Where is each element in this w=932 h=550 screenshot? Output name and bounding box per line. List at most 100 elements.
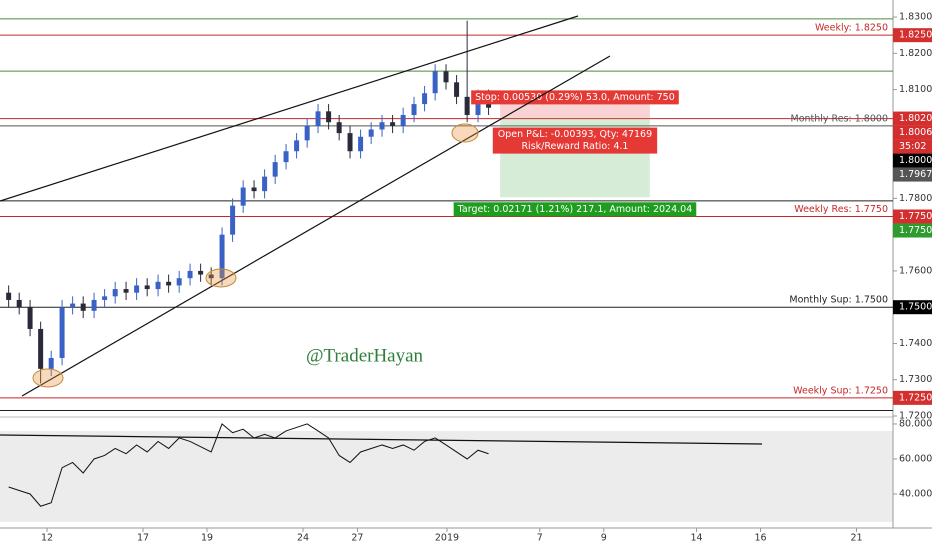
price-tag — [893, 390, 932, 405]
candle-body — [102, 296, 108, 300]
rsi-line — [8, 423, 489, 507]
level-label: Monthly Res: 1.8000 — [791, 113, 889, 124]
price-tag — [893, 153, 932, 168]
target-label: Target: 0.02171 (1.21%) 217.1, Amount: 2… — [457, 204, 693, 215]
y-tick-label: 1.73000 — [899, 374, 932, 385]
candle-body — [91, 299, 97, 311]
candle-body — [59, 307, 65, 358]
x-tick-label: 2019 — [435, 533, 459, 544]
price-tag-label: 1.82500 — [899, 30, 932, 41]
rsi-tick-label: 60.0000 — [899, 453, 932, 464]
x-tick-label: 14 — [690, 533, 702, 544]
x-tick-label: 9 — [601, 533, 607, 544]
stop-label-bg — [471, 90, 679, 105]
candle-body — [400, 114, 406, 126]
candle-body — [251, 187, 257, 192]
candle-body — [16, 299, 22, 308]
candle-body — [315, 111, 321, 126]
candle-body — [304, 125, 310, 141]
candle-body — [294, 140, 300, 152]
highlight — [32, 368, 64, 388]
y-tick-label: 1.74000 — [899, 338, 932, 349]
candle-body — [219, 234, 225, 279]
candle-body — [198, 270, 204, 275]
candle-body — [112, 289, 118, 297]
pnl-label: Open P&L: -0.00393, Qty: 47169 — [498, 129, 652, 140]
candle-body — [358, 136, 364, 152]
candle-body — [134, 285, 140, 293]
price-tag — [893, 139, 932, 154]
rsi-tick-label: 80.0000 — [899, 418, 932, 429]
x-tick-label: 19 — [201, 533, 213, 544]
price-tag-label: 1.75000 — [899, 302, 932, 313]
x-tick-label: 27 — [351, 533, 363, 544]
x-tick-label: 17 — [137, 533, 149, 544]
y-tick-label: 1.72000 — [899, 411, 932, 422]
candle-body — [368, 129, 374, 137]
candle-body — [262, 176, 268, 192]
price-tag-label: 1.77500 — [899, 211, 932, 222]
price-tag — [893, 125, 932, 140]
candle-body — [144, 285, 150, 290]
candle-body — [6, 292, 12, 300]
target-label-bg — [453, 202, 697, 217]
price-tag — [893, 111, 932, 126]
candle-body — [208, 274, 214, 279]
level-label: Weekly Sup: 1.7250 — [793, 385, 888, 396]
price-tag-label: 1.77500 — [899, 225, 932, 236]
x-tick-label: 12 — [41, 533, 53, 544]
price-tag-label: 1.72500 — [899, 392, 932, 403]
pnl-bg — [492, 127, 658, 154]
candle-body — [123, 289, 129, 293]
candle-body — [432, 71, 438, 94]
candle-body — [38, 328, 44, 369]
price-tag — [893, 209, 932, 224]
candle-body — [48, 357, 54, 369]
y-tick-label: 1.83000 — [899, 12, 932, 23]
price-tag — [893, 167, 932, 182]
rr-label: Risk/Reward Ratio: 4.1 — [521, 141, 628, 152]
price-tag — [893, 300, 932, 315]
rsi-tick-label: 40.0000 — [899, 488, 932, 499]
price-tag-label: 35:02 — [899, 141, 926, 152]
x-tick-label: 21 — [850, 533, 862, 544]
candle-body — [379, 122, 385, 130]
price-tag-label: 1.80000 — [899, 155, 932, 166]
candle-body — [464, 96, 470, 115]
candle-body — [80, 303, 86, 311]
candle-body — [272, 162, 278, 177]
level-label: Monthly Sup: 1.7500 — [789, 295, 888, 306]
candle-body — [475, 96, 481, 115]
y-tick-label: 1.76000 — [899, 265, 932, 276]
y-tick-label: 1.78000 — [899, 193, 932, 204]
price-tag — [893, 28, 932, 43]
candle-body — [411, 104, 417, 115]
candle-body — [176, 278, 182, 286]
candle-body — [187, 270, 193, 279]
trendline — [21, 55, 611, 397]
x-tick-label: 7 — [537, 533, 543, 544]
trendline — [0, 15, 579, 202]
y-tick-label: 1.82000 — [899, 48, 932, 59]
price-tag-label: 1.80064 — [899, 127, 932, 138]
candle-body — [155, 281, 161, 290]
rsi-band — [0, 431, 893, 522]
level-label: Weekly Res: 1.7750 — [794, 204, 888, 215]
level-label: Weekly: 1.8250 — [815, 23, 888, 34]
candle-body — [347, 133, 353, 152]
x-tick-label: 24 — [297, 533, 309, 544]
candle-body — [240, 187, 246, 206]
price-tag — [893, 223, 932, 238]
y-tick-label: 1.81000 — [899, 84, 932, 95]
x-tick-label: 16 — [754, 533, 766, 544]
candle-body — [454, 82, 460, 97]
candle-body — [70, 303, 76, 308]
stop-label: Stop: 0.00530 (0.29%) 53.0, Amount: 750 — [475, 92, 675, 103]
highlight — [205, 268, 237, 288]
highlight — [451, 123, 479, 143]
candle-body — [422, 93, 428, 105]
candle-body — [230, 205, 236, 235]
rsi-trendline — [0, 434, 763, 445]
